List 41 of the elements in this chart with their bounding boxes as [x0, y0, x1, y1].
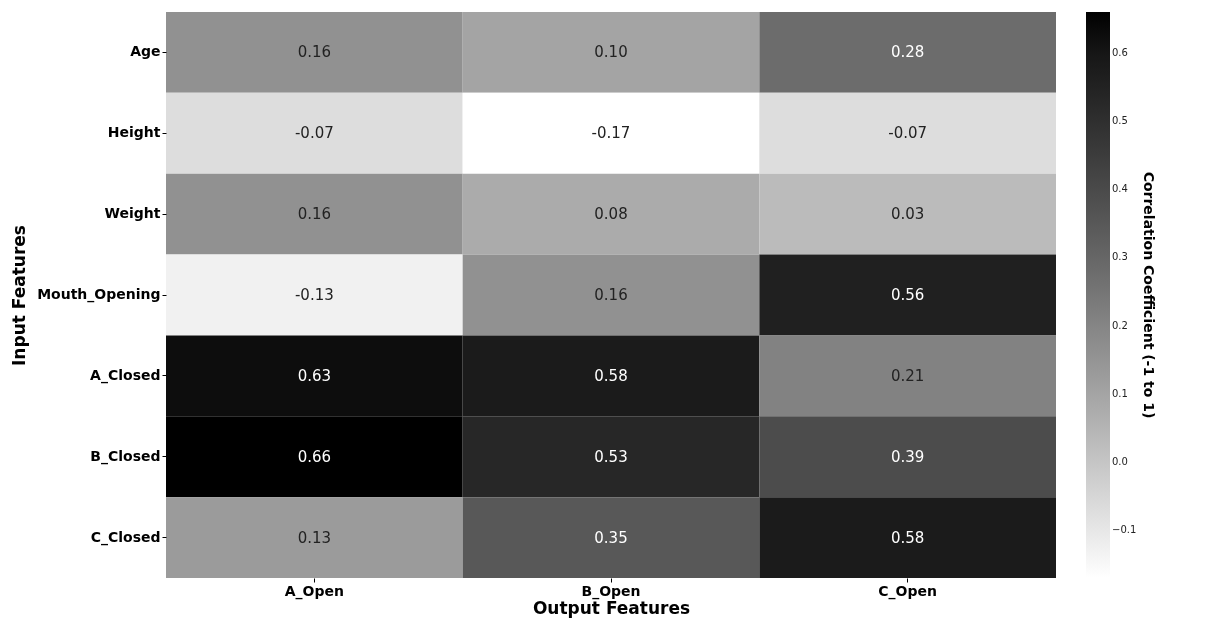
y-axis-title: Input Features [9, 225, 30, 366]
data-label: 0.58 [594, 366, 628, 385]
y-tick-label: C_Closed [90, 528, 161, 546]
data-label: 0.10 [594, 43, 628, 62]
y-tick-label: A_Closed [90, 366, 161, 384]
data-label: 0.21 [890, 366, 925, 385]
data-label: 0.13 [297, 528, 332, 547]
x-tick-label: A_Open [284, 582, 344, 600]
data-label: 0.56 [890, 286, 925, 304]
color-bar-label: 0.1 [1112, 387, 1128, 399]
color-bar-label: 0.3 [1112, 251, 1128, 263]
y-tick-label: Mouth_Opening [37, 286, 161, 303]
y-tick-label: B_Closed [90, 447, 161, 465]
color-bar-label: 0.4 [1112, 183, 1128, 195]
data-label: 0.16 [594, 286, 628, 304]
data-label: 0.58 [890, 528, 925, 547]
x-tick-label: C_Open [878, 582, 937, 600]
y-tick-label: Height [107, 124, 161, 141]
data-label: 0.35 [594, 528, 628, 547]
color-bar-title: Correlation Coefficient (-1 to 1) [1141, 171, 1157, 419]
data-label: 0.63 [297, 366, 332, 385]
data-label: -0.07 [294, 124, 334, 143]
y-tick-label: Weight [104, 205, 161, 222]
data-label: 0.16 [297, 205, 332, 224]
x-tick-label: B_Open [581, 582, 641, 600]
color-bar-label: 0.0 [1112, 456, 1128, 468]
data-label: -0.17 [591, 124, 631, 143]
y-tick-label: Age [130, 43, 161, 60]
data-label: 0.16 [297, 43, 332, 62]
data-label: 0.53 [594, 447, 628, 466]
data-label: 0.66 [297, 447, 332, 466]
color-bar-label: 0.5 [1112, 115, 1128, 127]
data-label: 0.39 [890, 447, 925, 466]
data-label: 0.08 [594, 205, 628, 224]
color-bar-label: 0.2 [1112, 319, 1128, 331]
data-label: -0.13 [294, 286, 334, 304]
data-label: 0.28 [890, 43, 925, 62]
color-bar-label: 0.6 [1112, 46, 1128, 58]
color-bar-label: −0.1 [1112, 524, 1137, 536]
data-label: 0.03 [890, 205, 925, 224]
data-label: -0.07 [888, 124, 928, 143]
